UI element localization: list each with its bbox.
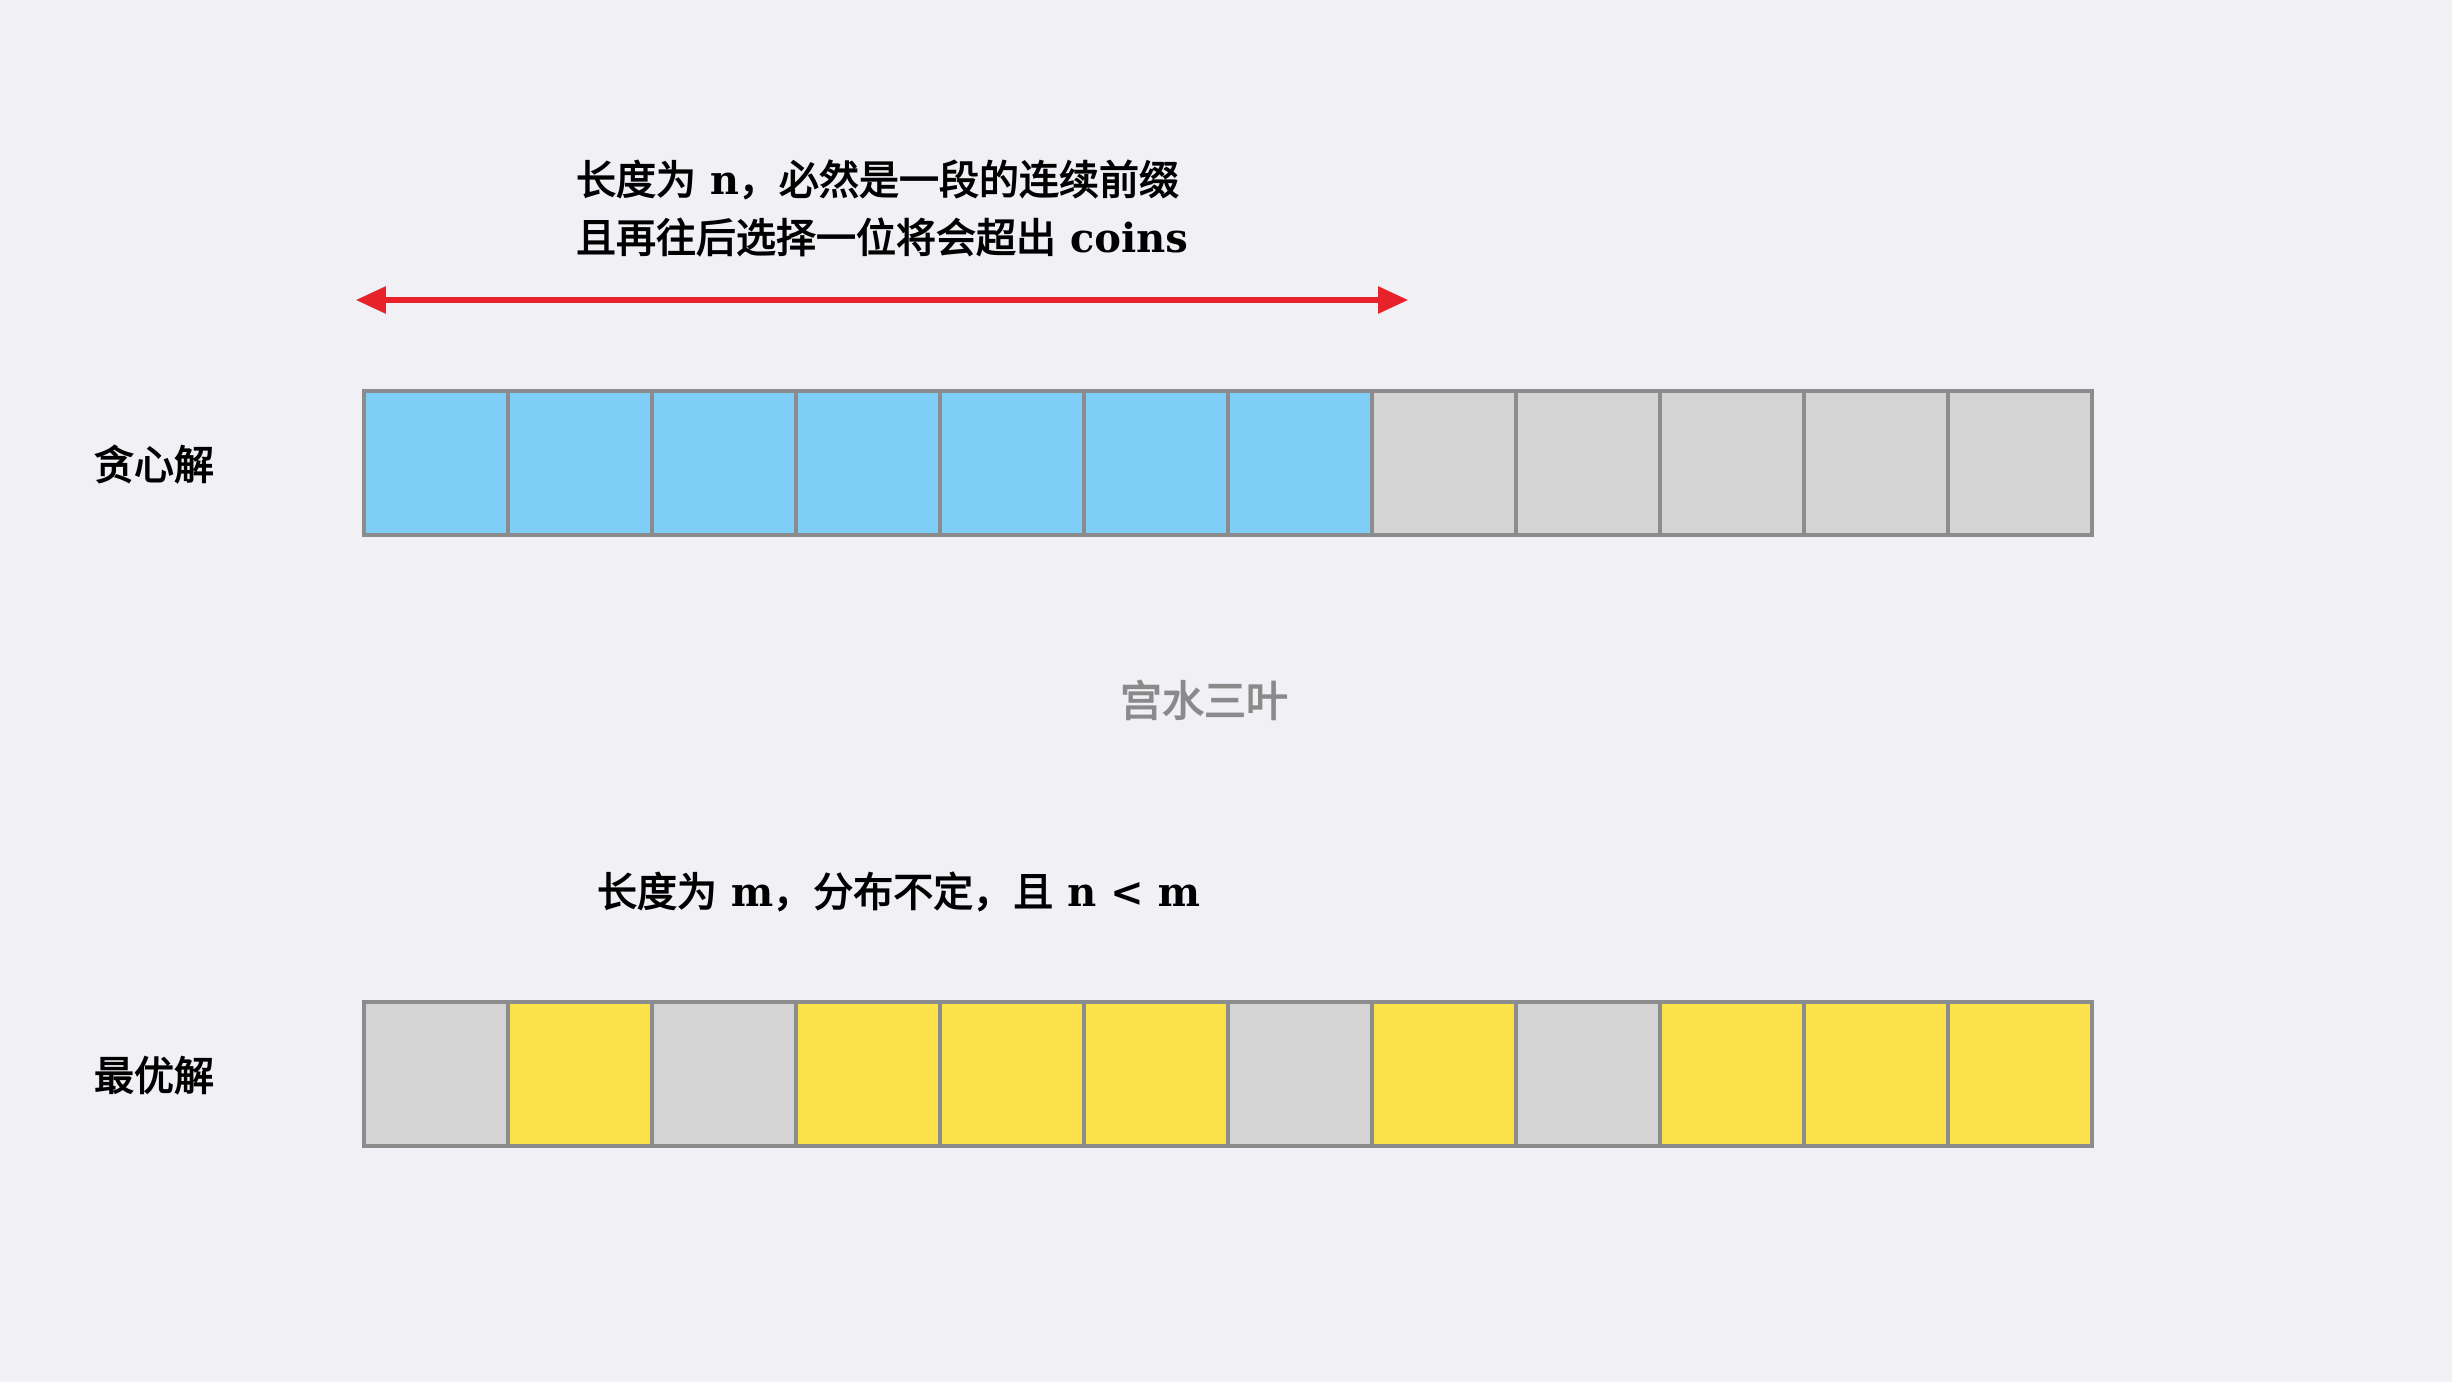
greedy-cell-12 bbox=[1946, 389, 2094, 537]
greedy-cell-1 bbox=[362, 389, 510, 537]
optimal-cell-9 bbox=[1514, 1000, 1662, 1148]
optimal-length-annotation: 长度为 m，分布不定，且 n < m bbox=[597, 869, 1200, 916]
optimal-cell-2 bbox=[506, 1000, 654, 1148]
optimal-cell-6 bbox=[1082, 1000, 1230, 1148]
optimal-cell-8 bbox=[1370, 1000, 1518, 1148]
optimal-cell-12 bbox=[1946, 1000, 2094, 1148]
prefix-length-annotation-line1: 长度为 n，必然是一段的连续前缀 bbox=[576, 157, 1180, 204]
greedy-cell-4 bbox=[794, 389, 942, 537]
optimal-cell-row bbox=[362, 1000, 2094, 1148]
optimal-cell-11 bbox=[1802, 1000, 1950, 1148]
optimal-cell-5 bbox=[938, 1000, 1086, 1148]
optimal-cell-3 bbox=[650, 1000, 798, 1148]
optimal-cell-7 bbox=[1226, 1000, 1374, 1148]
arrow-head-right bbox=[1378, 286, 1408, 314]
optimal-cell-4 bbox=[794, 1000, 942, 1148]
prefix-length-annotation-line2: 且再往后选择一位将会超出 coins bbox=[576, 215, 1188, 262]
optimal-cell-10 bbox=[1658, 1000, 1806, 1148]
optimal-solution-label: 最优解 bbox=[94, 1053, 214, 1100]
greedy-cell-2 bbox=[506, 389, 654, 537]
arrow-head-left bbox=[356, 286, 386, 314]
optimal-cell-1 bbox=[362, 1000, 510, 1148]
greedy-solution-label: 贪心解 bbox=[94, 442, 214, 489]
greedy-cell-3 bbox=[650, 389, 798, 537]
greedy-cell-6 bbox=[1082, 389, 1230, 537]
greedy-cell-5 bbox=[938, 389, 1086, 537]
greedy-cell-8 bbox=[1370, 389, 1518, 537]
greedy-cell-7 bbox=[1226, 389, 1374, 537]
greedy-cell-11 bbox=[1802, 389, 1950, 537]
greedy-cell-row bbox=[362, 389, 2094, 537]
double-headed-arrow bbox=[356, 286, 1408, 314]
watermark: 宫水三叶 bbox=[1120, 677, 1289, 726]
greedy-cell-9 bbox=[1514, 389, 1662, 537]
greedy-cell-10 bbox=[1658, 389, 1806, 537]
